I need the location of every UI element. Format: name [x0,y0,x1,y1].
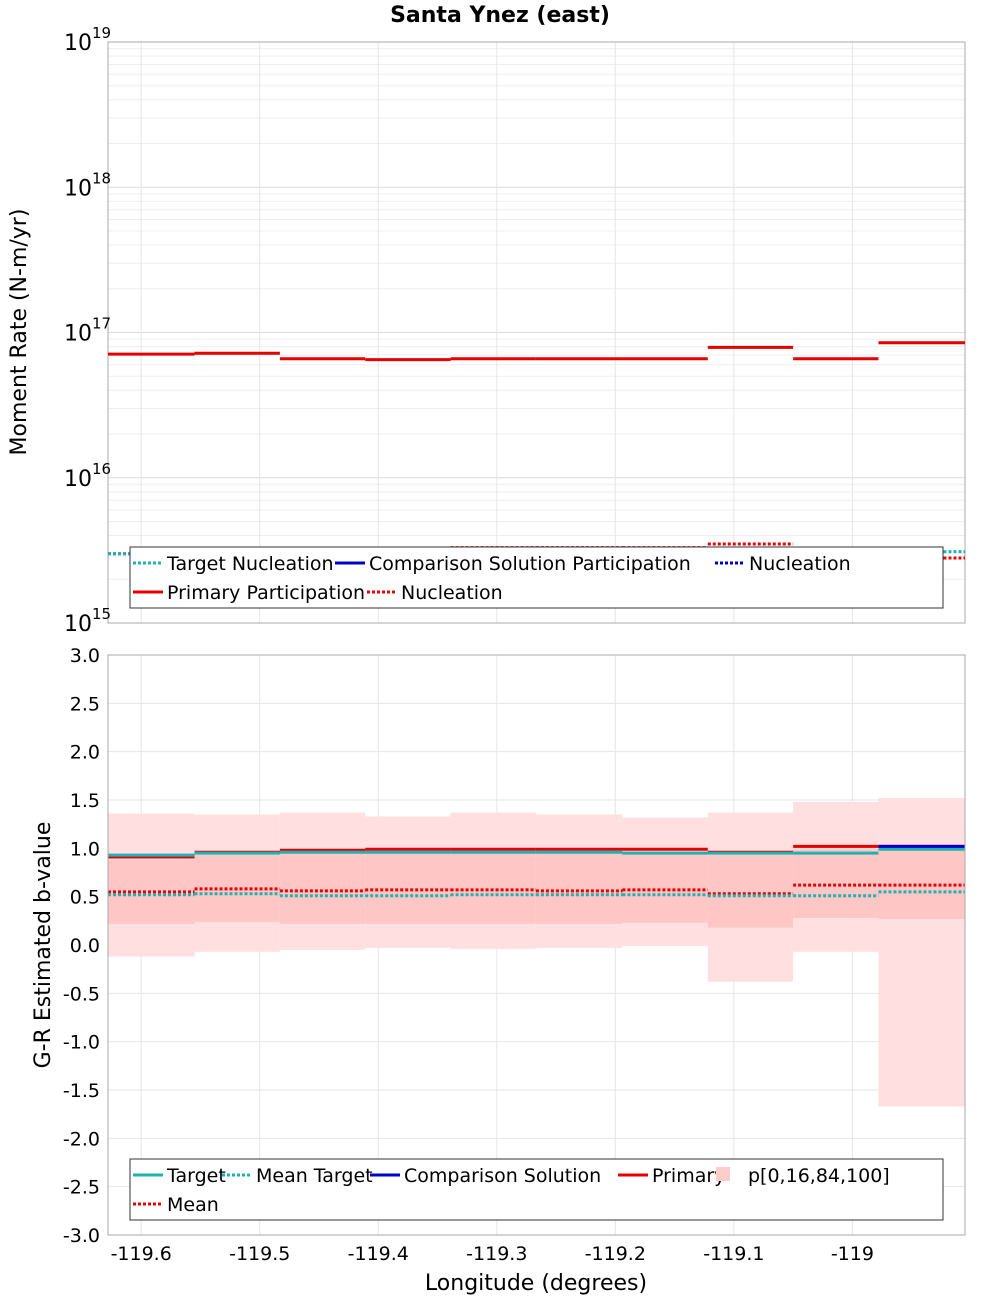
plot-border-top [107,41,966,624]
y-tick-label-bottom: 0.0 [70,935,100,957]
legend-swatch [716,1167,730,1181]
percentile-band-inner [279,853,366,924]
legend-entry-label: Target Nucleation [166,553,334,575]
moment-rate-plot: 1015 1016 1017 1018 1019 Target Nucleation Com… [64,24,966,637]
x-tick-label: -119.5 [229,1243,290,1265]
y-tick-label-bottom: -1.5 [63,1080,100,1102]
y-tick-label-top: 1019 [64,24,111,56]
legend-entry-label: Primary [652,1165,725,1187]
plot-border-bottom [107,654,966,1236]
y-tick-label-bottom: -2.5 [63,1177,100,1199]
percentile-band-inner [535,852,623,924]
y-tick-label-bottom: -1.0 [63,1032,100,1054]
legend-box [129,1158,944,1221]
y-tick-label-bottom: -2.0 [63,1128,100,1150]
y-tick-label-bottom: -0.5 [63,983,100,1005]
y-tick-label-top: 1015 [64,605,111,637]
percentile-band-inner [450,852,536,924]
x-tick-label: -119.1 [703,1243,764,1265]
legend-entry-label: Mean Target [256,1165,373,1187]
y-tick-label-top: 1016 [64,460,111,492]
y-tick-label-bottom: 1.0 [70,838,100,860]
percentile-band-inner [707,855,794,928]
legend-entry-label: p[0,16,84,100] [748,1165,890,1187]
y-tick-label-bottom: 2.5 [70,693,100,715]
legend-entry-label: Comparison Solution Participation [369,553,691,575]
x-tick-label: -119.6 [111,1243,172,1265]
legend-entry-label: Target [166,1165,226,1187]
legend-entry-label: Nucleation [401,582,503,604]
percentile-band-inner [365,852,451,924]
x-tick-label: -119.2 [585,1243,646,1265]
legend-entry-label: Comparison Solution [404,1165,601,1187]
y-tick-label-bottom: -3.0 [63,1225,100,1247]
legend-entry-label: Nucleation [749,553,851,575]
y-tick-label-top: 1017 [64,315,111,347]
y-tick-label-top: 1018 [64,169,111,201]
chart-title: Santa Ynez (east) [390,3,610,28]
y-tick-label-bottom: 2.0 [70,742,100,764]
x-axis-label: Longitude (degrees) [425,1271,647,1296]
y-tick-label-bottom: 3.0 [70,645,100,667]
x-tick-label: -119.3 [466,1243,527,1265]
legend-entry-label: Primary Participation [167,582,365,604]
y-axis-label-moment-rate: Moment Rate (N-m/yr) [7,209,32,456]
y-tick-label-bottom: 1.5 [70,790,100,812]
y-axis-label-b-value: G-R Estimated b-value [31,822,56,1069]
legend-entry-label: Mean [167,1194,219,1216]
legend-box [129,546,944,609]
y-tick-label-bottom: 0.5 [70,887,100,909]
percentile-band-outer [878,798,965,1107]
percentile-band-inner [622,853,708,923]
x-tick-label: -119 [831,1243,874,1265]
x-tick-label: -119.4 [348,1243,409,1265]
b-value-plot: -3.0 -2.5 -2.0 -1.5 -1.0 -0.5 0.0 0.5 1.0 1.5 2.0 2… [63,645,966,1265]
